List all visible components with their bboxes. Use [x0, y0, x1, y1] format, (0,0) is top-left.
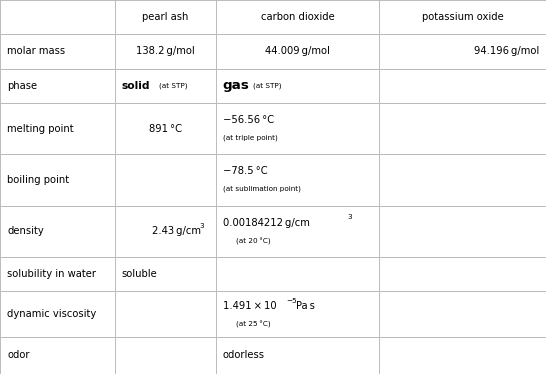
Text: gas: gas: [223, 79, 250, 92]
Text: 3: 3: [347, 214, 352, 220]
Text: odorless: odorless: [223, 350, 265, 360]
Text: −5: −5: [287, 298, 298, 304]
Text: boiling point: boiling point: [7, 175, 69, 185]
Text: 891 °C: 891 °C: [149, 123, 182, 134]
Text: 44.009 g/mol: 44.009 g/mol: [265, 46, 330, 56]
Text: (at triple point): (at triple point): [223, 135, 277, 141]
Text: odor: odor: [7, 350, 29, 360]
Text: (at 20 °C): (at 20 °C): [236, 238, 271, 245]
Text: density: density: [7, 226, 44, 236]
Text: potassium oxide: potassium oxide: [422, 12, 503, 22]
Text: pearl ash: pearl ash: [142, 12, 188, 22]
Text: 0.00184212 g/cm: 0.00184212 g/cm: [223, 218, 310, 228]
Text: (at STP): (at STP): [253, 82, 281, 89]
Text: carbon dioxide: carbon dioxide: [260, 12, 335, 22]
Text: 1.491 × 10: 1.491 × 10: [223, 301, 276, 311]
Text: dynamic viscosity: dynamic viscosity: [7, 309, 96, 319]
Text: soluble: soluble: [122, 269, 157, 279]
Text: melting point: melting point: [7, 123, 74, 134]
Text: molar mass: molar mass: [7, 46, 65, 56]
Text: 138.2 g/mol: 138.2 g/mol: [136, 46, 194, 56]
Text: solubility in water: solubility in water: [7, 269, 96, 279]
Text: solid: solid: [122, 81, 150, 91]
Text: 2.43 g/cm: 2.43 g/cm: [151, 226, 200, 236]
Text: phase: phase: [7, 81, 37, 91]
Text: 94.196 g/mol: 94.196 g/mol: [473, 46, 539, 56]
Text: 3: 3: [200, 223, 204, 229]
Text: −78.5 °C: −78.5 °C: [223, 166, 268, 176]
Text: Pa s: Pa s: [296, 301, 316, 311]
Text: (at STP): (at STP): [159, 82, 187, 89]
Text: −56.56 °C: −56.56 °C: [223, 115, 274, 125]
Text: (at 25 °C): (at 25 °C): [236, 321, 271, 328]
Text: (at sublimation point): (at sublimation point): [223, 186, 301, 193]
